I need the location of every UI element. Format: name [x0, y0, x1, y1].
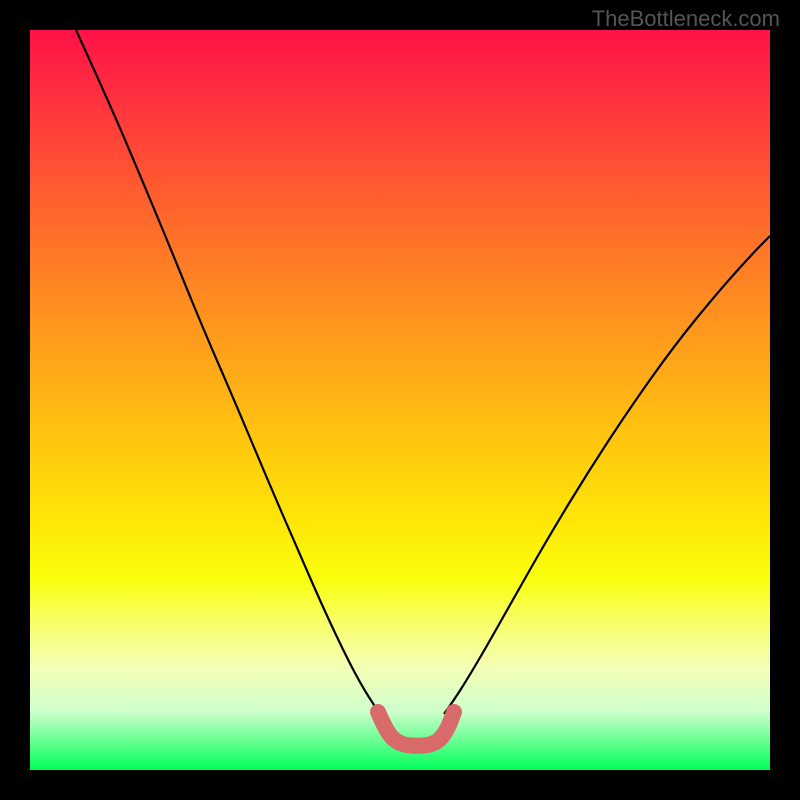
chart-container: TheBottleneck.com [0, 0, 800, 800]
plot-area [30, 30, 770, 770]
curve-right [444, 236, 770, 714]
valley-highlight [378, 712, 454, 746]
chart-svg [30, 30, 770, 770]
curve-left [76, 30, 380, 714]
watermark-text: TheBottleneck.com [592, 6, 780, 32]
